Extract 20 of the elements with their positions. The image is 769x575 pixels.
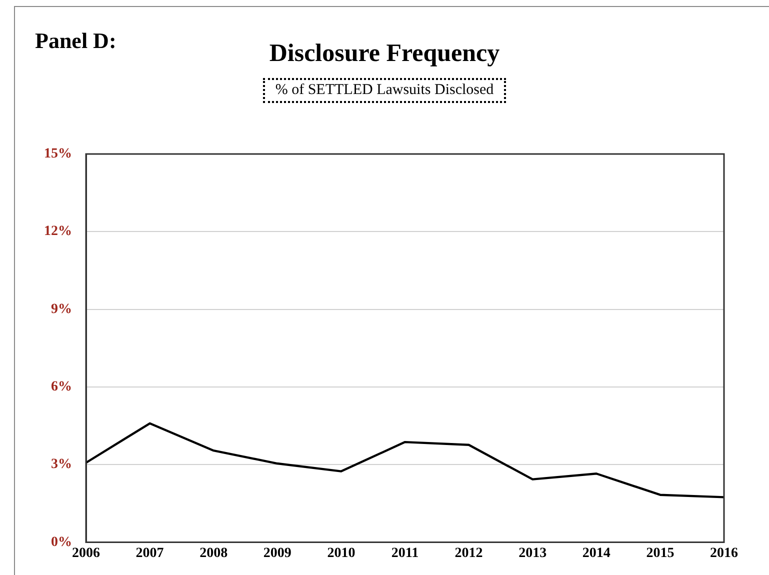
x-tick-label: 2016 [710, 546, 738, 562]
x-tick-label: 2008 [200, 546, 228, 562]
y-tick-label: 12% [44, 224, 72, 240]
x-tick-label: 2013 [518, 546, 547, 562]
x-tick-label: 2006 [72, 546, 100, 562]
y-tick-label: 15% [44, 146, 72, 162]
x-tick-label: 2015 [646, 546, 674, 562]
x-tick-label: 2009 [263, 546, 292, 562]
y-tick-label: 9% [51, 302, 72, 317]
chart-title: Disclosure Frequency [269, 40, 500, 67]
x-tick-label: 2014 [582, 546, 610, 562]
y-tick-label: 6% [51, 380, 72, 395]
x-tick-label: 2012 [454, 546, 483, 562]
x-tick-label: 2011 [391, 546, 419, 562]
y-tick-label: 0% [51, 534, 72, 550]
y-tick-label: 3% [51, 457, 72, 472]
x-tick-label: 2010 [327, 546, 356, 562]
chart-subtitle: % of SETTLED Lawsuits Disclosed [263, 78, 506, 103]
x-tick-label: 2007 [136, 546, 164, 562]
text: Panel D: [35, 28, 116, 54]
